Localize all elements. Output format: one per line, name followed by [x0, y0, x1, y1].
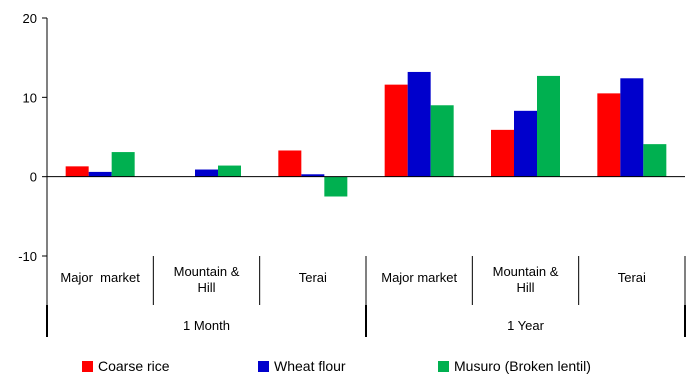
legend-swatch: [82, 360, 93, 372]
legend-item-coarse-rice: Coarse rice: [82, 358, 170, 374]
legend-swatch: [438, 360, 449, 372]
y-axis: 20 10 0 -10: [18, 11, 48, 264]
bar: [384, 84, 408, 177]
bar: [65, 166, 89, 177]
y-tick-label: 0: [30, 170, 37, 185]
category-label: Hill: [516, 280, 534, 295]
category-label: Mountain &: [174, 264, 240, 279]
bar: [537, 75, 560, 177]
y-tick-label: 20: [23, 11, 37, 26]
category-label: Terai: [299, 270, 327, 285]
category-label: Major market: [60, 270, 140, 285]
bar: [643, 144, 667, 177]
y-tick-label: 10: [23, 90, 37, 105]
category-label: Terai: [618, 270, 646, 285]
category-label: Mountain &: [493, 264, 559, 279]
bar: [597, 93, 621, 177]
bar: [111, 152, 135, 177]
bar: [218, 165, 241, 177]
category-label: Major market: [381, 270, 457, 285]
legend-swatch: [258, 360, 269, 372]
bar: [324, 176, 348, 197]
bar: [195, 169, 218, 177]
legend-label: Musuro (Broken lentil): [454, 358, 591, 374]
legend-item-wheat-flour: Wheat flour: [258, 358, 346, 374]
group-label: 1 Month: [183, 318, 230, 333]
bar: [407, 71, 431, 177]
group-label: 1 Year: [507, 318, 545, 333]
bar: [278, 150, 302, 177]
y-tick-label: -10: [18, 249, 37, 264]
bar: [88, 171, 112, 177]
bar: [620, 78, 644, 177]
bar: [514, 110, 537, 177]
category-label: Hill: [197, 280, 215, 295]
legend-label: Coarse rice: [98, 358, 170, 374]
bar: [301, 174, 325, 177]
bar: [491, 129, 514, 177]
legend-item-musuro: Musuro (Broken lentil): [438, 358, 591, 374]
legend-label: Wheat flour: [274, 358, 346, 374]
legend: Coarse rice Wheat flour Musuro (Broken l…: [0, 358, 686, 376]
bars: [65, 71, 667, 197]
bar: [430, 105, 454, 177]
